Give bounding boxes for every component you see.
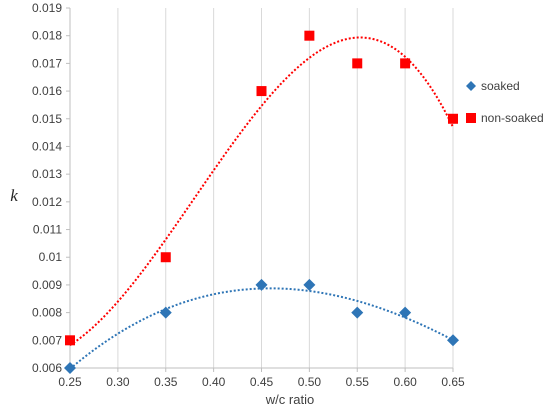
y-tick-label: 0.017 [32, 56, 62, 70]
legend-marker-soaked [466, 81, 476, 91]
y-tick-label: 0.008 [32, 306, 62, 320]
x-tick-label: 0.30 [106, 375, 130, 389]
x-tick-label: 0.25 [58, 375, 82, 389]
legend-label-soaked: soaked [481, 79, 520, 93]
x-tick-label: 0.35 [154, 375, 178, 389]
point-non-soaked [257, 86, 267, 96]
x-tick-label: 0.50 [298, 375, 322, 389]
x-tick-label: 0.60 [393, 375, 417, 389]
point-non-soaked [161, 252, 171, 262]
point-non-soaked [352, 58, 362, 68]
x-tick-label: 0.45 [250, 375, 274, 389]
legend-marker-non-soaked [466, 113, 476, 123]
point-soaked [399, 307, 411, 319]
x-tick-label: 0.55 [346, 375, 370, 389]
x-tick-label: 0.65 [441, 375, 465, 389]
point-soaked [447, 334, 459, 346]
tick-labels: 0.006 0.007 0.008 0.009 0.01 0.011 0.012 0.013 0… [32, 1, 465, 389]
y-axis-title: k [10, 186, 18, 205]
y-tick-label: 0.014 [32, 139, 62, 153]
y-tick-label: 0.018 [32, 29, 62, 43]
y-tick-label: 0.011 [33, 223, 62, 237]
point-non-soaked [65, 335, 75, 345]
y-tick-label: 0.019 [32, 1, 62, 15]
y-tick-label: 0.007 [32, 333, 62, 347]
point-non-soaked [448, 114, 458, 124]
legend-label-non-soaked: non-soaked [481, 111, 544, 125]
legend: soaked non-soaked [466, 79, 544, 125]
y-tick-label: 0.012 [32, 195, 62, 209]
point-soaked [303, 279, 315, 291]
y-tick-label: 0.009 [32, 278, 62, 292]
y-tick-label: 0.01 [39, 250, 63, 264]
y-tick-label: 0.015 [32, 112, 62, 126]
point-soaked [64, 362, 76, 374]
y-tick-label: 0.016 [32, 84, 62, 98]
y-tick-label: 0.013 [32, 167, 62, 181]
y-tick-label: 0.006 [32, 361, 62, 375]
x-tick-label: 0.40 [202, 375, 226, 389]
point-soaked [351, 307, 363, 319]
point-non-soaked [304, 31, 314, 41]
axes [66, 8, 453, 372]
point-non-soaked [400, 58, 410, 68]
x-axis-title: w/c ratio [265, 392, 314, 407]
